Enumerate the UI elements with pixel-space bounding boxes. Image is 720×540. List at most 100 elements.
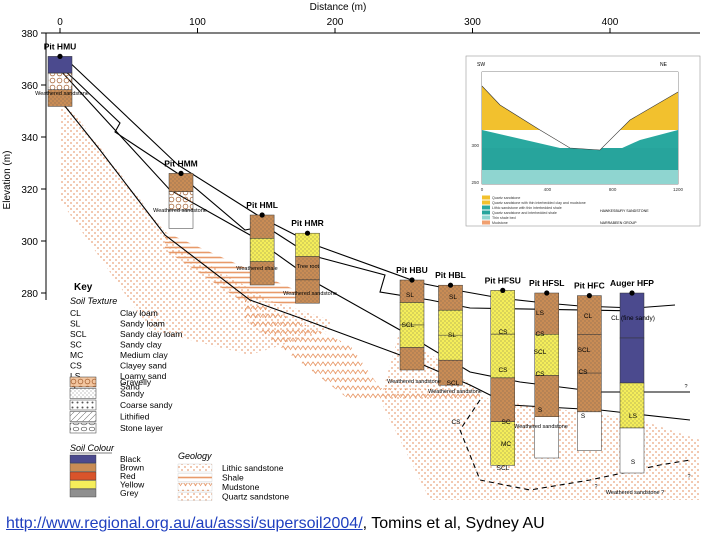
- pit-horizon: [168, 209, 194, 229]
- pit-horizon: [619, 292, 645, 339]
- pit-horizon-texture: [400, 280, 424, 303]
- texture-code: MC: [70, 350, 83, 360]
- texture-name: Sandy clay: [120, 340, 162, 350]
- horizon-label: CS: [498, 367, 508, 374]
- geology-swatch: [177, 482, 213, 492]
- pattern-fill: [70, 377, 96, 387]
- colour-name: Grey: [120, 488, 139, 498]
- pattern-name: Gravelly: [120, 377, 152, 387]
- legend-key: Key Soil Texture CL Clay loam SL Sandy loam…: [69, 282, 289, 502]
- profile-annotation: Weathered sandstone: [283, 291, 337, 297]
- pattern-name: Stone layer: [120, 423, 163, 433]
- pit-surface-marker: [500, 287, 506, 293]
- soil-texture-heading: Soil Texture: [70, 296, 117, 306]
- profile-annotation: Weathered sandstone: [428, 389, 482, 395]
- pit-horizon-texture: [438, 310, 463, 336]
- pattern-fill: [70, 388, 96, 399]
- pit-horizon-texture: [577, 295, 602, 335]
- pit-label: Pit HMR: [291, 218, 324, 228]
- inset-legend-label: Mudstone: [492, 221, 508, 225]
- soil-pit: Auger HFP: [610, 278, 654, 474]
- pit-horizon: [47, 72, 73, 90]
- texture-name: Sandy loam: [120, 319, 165, 329]
- horizon-label: S: [581, 413, 586, 420]
- horizon-label: MC: [501, 441, 511, 448]
- y-axis-title: Elevation (m): [2, 151, 13, 210]
- horizon-label: CS: [535, 331, 545, 338]
- inset-y-tick: 300: [471, 143, 479, 148]
- pit-surface-marker: [259, 212, 265, 218]
- inset-x-tick: 0: [481, 187, 484, 192]
- pit-horizon-texture: [250, 238, 275, 262]
- profile-annotation: Weathered sandstone: [153, 208, 207, 214]
- pit-horizon-texture: [295, 233, 320, 257]
- x-tick-label: 400: [602, 17, 619, 28]
- pit-profiles: Pit HMU Pit HMM Pit HML Pit HMR Pit HBU Pit H…: [35, 41, 690, 496]
- pit-horizon-texture: [295, 256, 320, 280]
- pit-label: Pit HFC: [574, 281, 605, 291]
- pit-horizon-texture: [438, 285, 463, 311]
- texture-name: Sandy clay loam: [120, 329, 182, 339]
- texture-name: Loamy sand: [120, 371, 167, 381]
- pit-horizon-texture: [534, 293, 559, 335]
- profile-annotation: Weathered shale: [236, 266, 277, 272]
- profile-annotation: ?: [684, 384, 687, 390]
- soil-pit: Pit HBU: [396, 265, 428, 371]
- texture-name: Sand: [120, 382, 140, 392]
- profile-annotation: Weathered sandstone: [35, 91, 89, 97]
- y-tick-label: 360: [21, 81, 38, 92]
- soil-pit: Pit HML: [246, 200, 278, 286]
- texture-code: LS: [70, 371, 81, 381]
- horizon-label: SCL: [447, 380, 460, 387]
- colour-swatch: [69, 463, 97, 472]
- inset-cross-section: SW NE 0 400 800 1200 300 250 Quartz sandstone…: [465, 55, 701, 227]
- inset-lower-teal-band: [482, 148, 678, 170]
- pit-horizon: [534, 416, 559, 459]
- pit-label: Pit HMU: [44, 41, 77, 51]
- x-tick-label: 100: [189, 17, 206, 28]
- source-link[interactable]: http://www.regional.org.au/au/asssi/supe…: [6, 515, 363, 532]
- colour-swatch: [69, 454, 97, 464]
- inset-legend-label: Lithic sandstone with thin interbedded s…: [492, 206, 562, 210]
- inset-right-label: NE: [660, 62, 668, 68]
- soil-pit: Pit HBL: [435, 270, 466, 386]
- horizon-label: SCL: [497, 465, 510, 472]
- horizon-label: CL (fine sandy): [611, 315, 655, 322]
- x-tick-label: 200: [327, 17, 344, 28]
- pit-horizon-texture: [490, 421, 515, 466]
- x-axis-title: Distance (m): [310, 2, 367, 13]
- pit-surface-marker: [304, 230, 311, 236]
- horizon-label: SCL: [534, 349, 547, 356]
- colour-name: Red: [120, 471, 136, 481]
- geology-swatch: [177, 463, 213, 473]
- pit-horizon: [619, 427, 645, 474]
- pit-horizon-texture: [534, 375, 559, 417]
- lithic-sandstone-wedge: [60, 95, 330, 355]
- inset-legend-label: Quartz sandstone: [492, 196, 520, 200]
- x-tick-label: 0: [57, 17, 63, 28]
- soil-pit: Pit HMR: [291, 218, 324, 304]
- inset-legend-label: Thin shale bed: [492, 216, 516, 220]
- inset-legend-swatch: [482, 195, 490, 200]
- source-caption: http://www.regional.org.au/au/asssi/supe…: [6, 515, 545, 533]
- texture-code: SC: [70, 340, 82, 350]
- inset-x-tick: 800: [609, 187, 617, 192]
- pit-horizon-texture: [295, 279, 320, 304]
- horizon-label: SL: [448, 332, 456, 339]
- pattern-name: Coarse sandy: [120, 400, 173, 410]
- texture-list: CL Clay loam SL Sandy loam SCL Sandy clay loa…: [70, 308, 182, 392]
- inset-legend-swatch: [482, 210, 490, 215]
- profile-annotation: ?: [594, 484, 597, 490]
- pit-horizon-texture: [250, 261, 275, 285]
- inset-left-label: SW: [477, 62, 485, 68]
- pit-horizon-texture: [534, 334, 559, 376]
- colour-name: Black: [120, 454, 142, 464]
- caption-authors: , Tomins et al, Sydney AU: [362, 515, 545, 532]
- pit-horizon-texture: [490, 377, 515, 422]
- profile-annotation: ?: [687, 474, 690, 480]
- pit-label: Pit HMM: [164, 158, 198, 168]
- texture-code: CS: [70, 361, 82, 371]
